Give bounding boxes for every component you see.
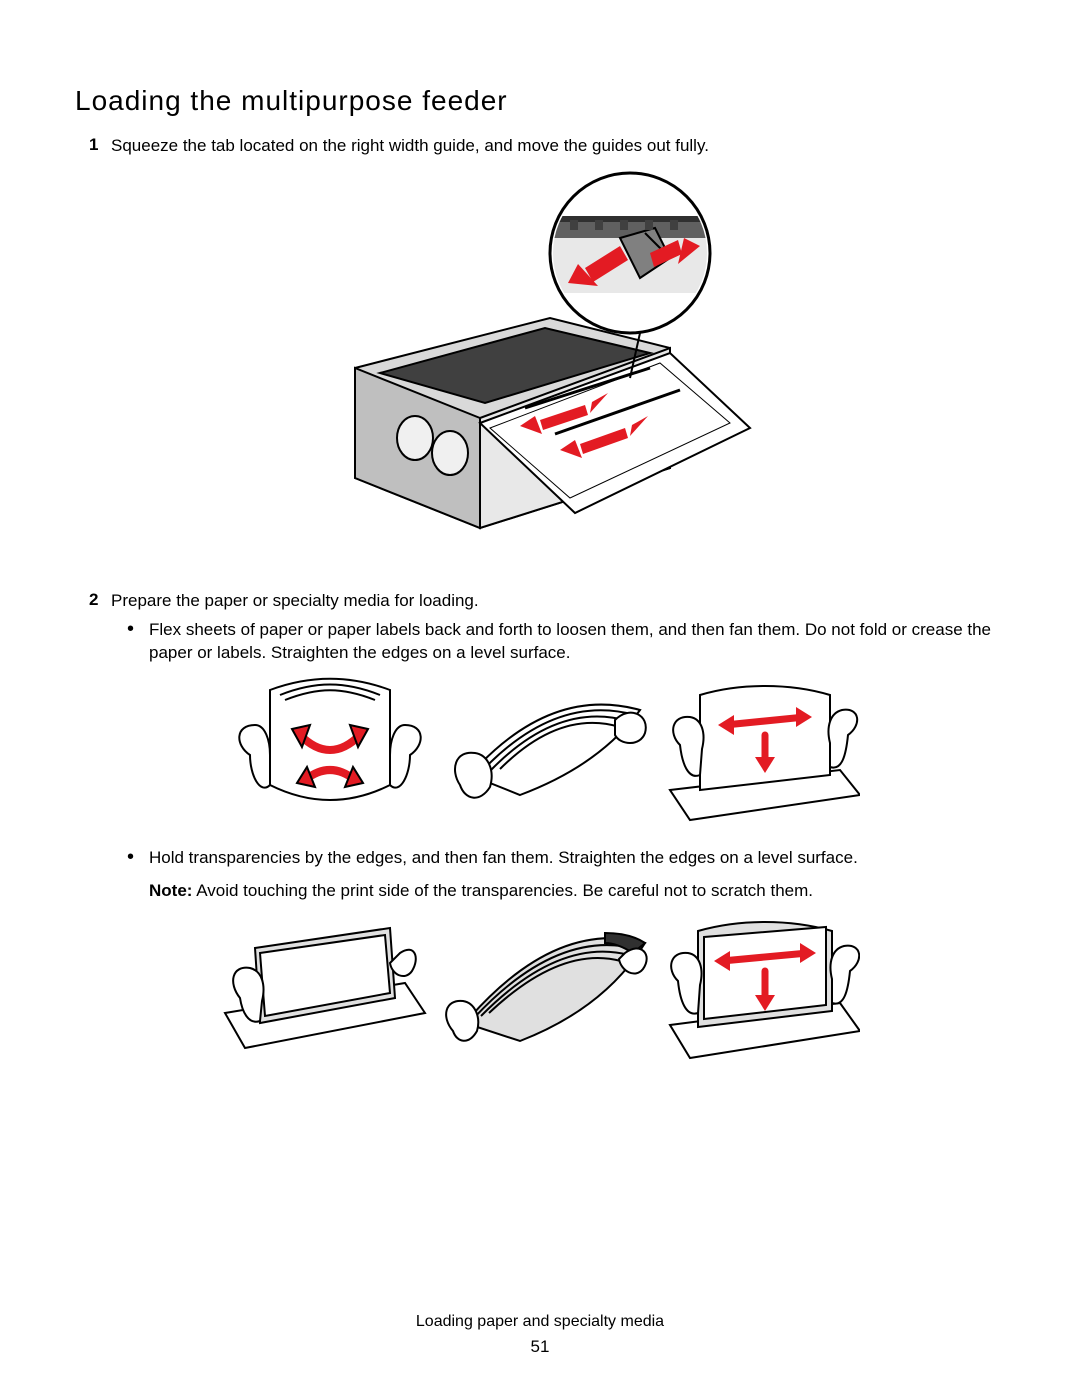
bullet-dot: •: [127, 619, 149, 639]
figure-2-wrap: [75, 675, 1005, 825]
bullet-dot: •: [127, 847, 149, 867]
bullet-2-text: Hold transparencies by the edges, and th…: [149, 847, 1005, 870]
page-title: Loading the multipurpose feeder: [75, 85, 1005, 117]
paper-prep-illustration: [220, 675, 860, 825]
manual-page: Loading the multipurpose feeder 1 Squeez…: [0, 0, 1080, 1397]
footer-section: Loading paper and specialty media: [0, 1313, 1080, 1331]
page-footer: Loading paper and specialty media 51: [0, 1313, 1080, 1357]
step-1-number: 1: [89, 135, 111, 155]
step-1: 1 Squeeze the tab located on the right w…: [89, 135, 1005, 158]
step-2-number: 2: [89, 590, 111, 610]
note-label: Note:: [149, 881, 192, 900]
note-text: Avoid touching the print side of the tra…: [192, 881, 813, 900]
footer-page-number: 51: [0, 1337, 1080, 1357]
transparency-prep-illustration: [220, 913, 860, 1063]
bullet-1: • Flex sheets of paper or paper labels b…: [127, 619, 1005, 665]
step-1-text: Squeeze the tab located on the right wid…: [111, 135, 1005, 158]
bullet-1-text: Flex sheets of paper or paper labels bac…: [149, 619, 1005, 665]
step-2-text: Prepare the paper or specialty media for…: [111, 590, 1005, 613]
figure-1-wrap: [75, 168, 1005, 568]
printer-feeder-illustration: [320, 168, 760, 568]
figure-3-wrap: [75, 913, 1005, 1063]
note-row: Note: Avoid touching the print side of t…: [149, 880, 1005, 903]
bullet-2: • Hold transparencies by the edges, and …: [127, 847, 1005, 870]
step-2: 2 Prepare the paper or specialty media f…: [89, 590, 1005, 613]
